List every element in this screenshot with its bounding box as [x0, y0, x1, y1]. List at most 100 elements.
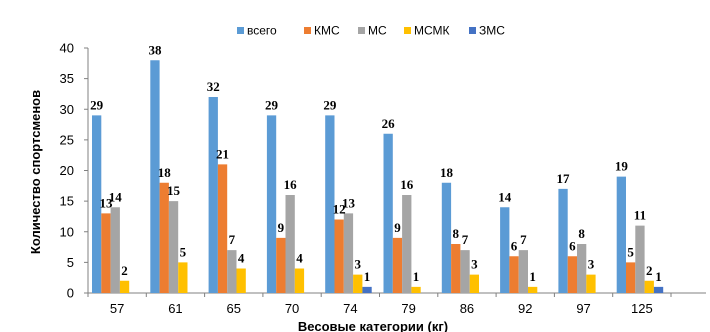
bar: [558, 188, 568, 293]
bar: [150, 60, 160, 293]
x-tick-label: 92: [518, 301, 532, 316]
data-label: 38: [148, 42, 162, 57]
data-label: 7: [229, 232, 236, 247]
data-label: 3: [355, 257, 362, 272]
data-label: 11: [634, 208, 646, 223]
x-tick-label: 86: [460, 301, 474, 316]
bar: [441, 182, 452, 293]
legend-label: КМС: [314, 24, 340, 38]
y-axis-title: Количество спортсменов: [28, 90, 43, 254]
y-axis: 0 5 10 15 20 25 30 35 40: [60, 41, 89, 301]
data-label: 15: [167, 183, 181, 198]
data-label: 3: [588, 257, 595, 272]
bar: [217, 164, 228, 293]
data-label: 16: [400, 177, 414, 192]
bar: [168, 201, 179, 293]
bar: [567, 256, 577, 293]
data-label: 8: [578, 226, 585, 241]
bar: [451, 244, 461, 293]
bar: [626, 262, 636, 293]
data-label: 1: [413, 269, 420, 284]
legend: всего КМС МС МСМК ЗМС: [237, 24, 505, 38]
data-labels: 2913142381815532217429916429121331269161…: [90, 42, 662, 284]
legend-swatch: [404, 27, 411, 34]
data-label: 2: [646, 263, 653, 278]
bar: [362, 286, 372, 293]
bar: [469, 274, 479, 293]
x-tick-label: 74: [343, 301, 357, 316]
bar: [119, 280, 130, 293]
y-tick-label: 25: [60, 132, 74, 147]
data-label: 6: [569, 238, 576, 253]
data-label: 6: [511, 238, 518, 253]
bar: [353, 274, 363, 293]
x-axis: 57 61 65 70 74 79 86 92 97 125: [87, 292, 706, 316]
data-label: 4: [238, 251, 245, 266]
data-label: 4: [296, 251, 303, 266]
data-label: 5: [180, 244, 187, 259]
bar: [236, 268, 246, 293]
data-label: 12: [333, 202, 346, 217]
bar: [334, 219, 344, 293]
bar: [266, 115, 277, 293]
bar: [653, 286, 664, 293]
data-label: 21: [216, 146, 229, 161]
data-label: 7: [520, 232, 527, 247]
data-label: 16: [284, 177, 298, 192]
bar: [528, 286, 538, 293]
bar: [460, 250, 470, 293]
x-tick-label: 79: [401, 301, 415, 316]
data-label: 3: [471, 257, 478, 272]
data-label: 18: [440, 165, 454, 180]
data-label: 7: [462, 232, 469, 247]
data-label: 13: [342, 195, 356, 210]
bar: [325, 115, 335, 293]
bar: [110, 207, 120, 293]
legend-label: МС: [368, 24, 387, 38]
y-tick-label: 20: [60, 163, 74, 178]
data-label: 14: [109, 189, 123, 204]
data-label: 29: [323, 97, 337, 112]
bar: [178, 262, 188, 293]
bar: [383, 133, 393, 293]
bar: [644, 280, 654, 293]
y-tick-label: 5: [67, 255, 74, 270]
x-axis-title: Весовые категории (кг): [298, 319, 448, 332]
x-tick-label: 57: [110, 301, 124, 316]
y-tick-label: 15: [60, 194, 74, 209]
bar: [227, 250, 237, 293]
x-tick-label: 125: [631, 301, 653, 316]
bar: [276, 237, 286, 293]
bar: [285, 195, 295, 293]
bar: [92, 115, 102, 293]
bar: [101, 213, 111, 293]
bar: [159, 182, 169, 293]
y-tick-label: 0: [67, 286, 74, 301]
data-label: 5: [627, 244, 634, 259]
legend-label: ЗМС: [479, 24, 505, 38]
data-label: 9: [394, 220, 401, 235]
bar: [208, 97, 218, 293]
data-label: 14: [498, 189, 512, 204]
x-tick-label: 61: [168, 301, 182, 316]
bar: [402, 195, 412, 293]
bar: [392, 237, 403, 293]
data-label: 1: [655, 269, 662, 284]
y-tick-label: 30: [60, 102, 74, 117]
data-label: 1: [529, 269, 536, 284]
y-tick-label: 40: [60, 41, 74, 56]
bar: [635, 225, 645, 293]
legend-swatch: [237, 27, 244, 34]
data-label: 13: [99, 195, 113, 210]
y-tick-label: 10: [60, 224, 74, 239]
bar: [343, 213, 354, 293]
bar: [518, 250, 528, 293]
bar: [294, 268, 305, 293]
bar: [500, 207, 510, 293]
bars: [92, 60, 664, 293]
bar: [411, 286, 421, 293]
data-label: 17: [557, 171, 571, 186]
legend-swatch: [469, 27, 476, 34]
legend-swatch: [304, 27, 311, 34]
data-label: 26: [382, 116, 396, 131]
